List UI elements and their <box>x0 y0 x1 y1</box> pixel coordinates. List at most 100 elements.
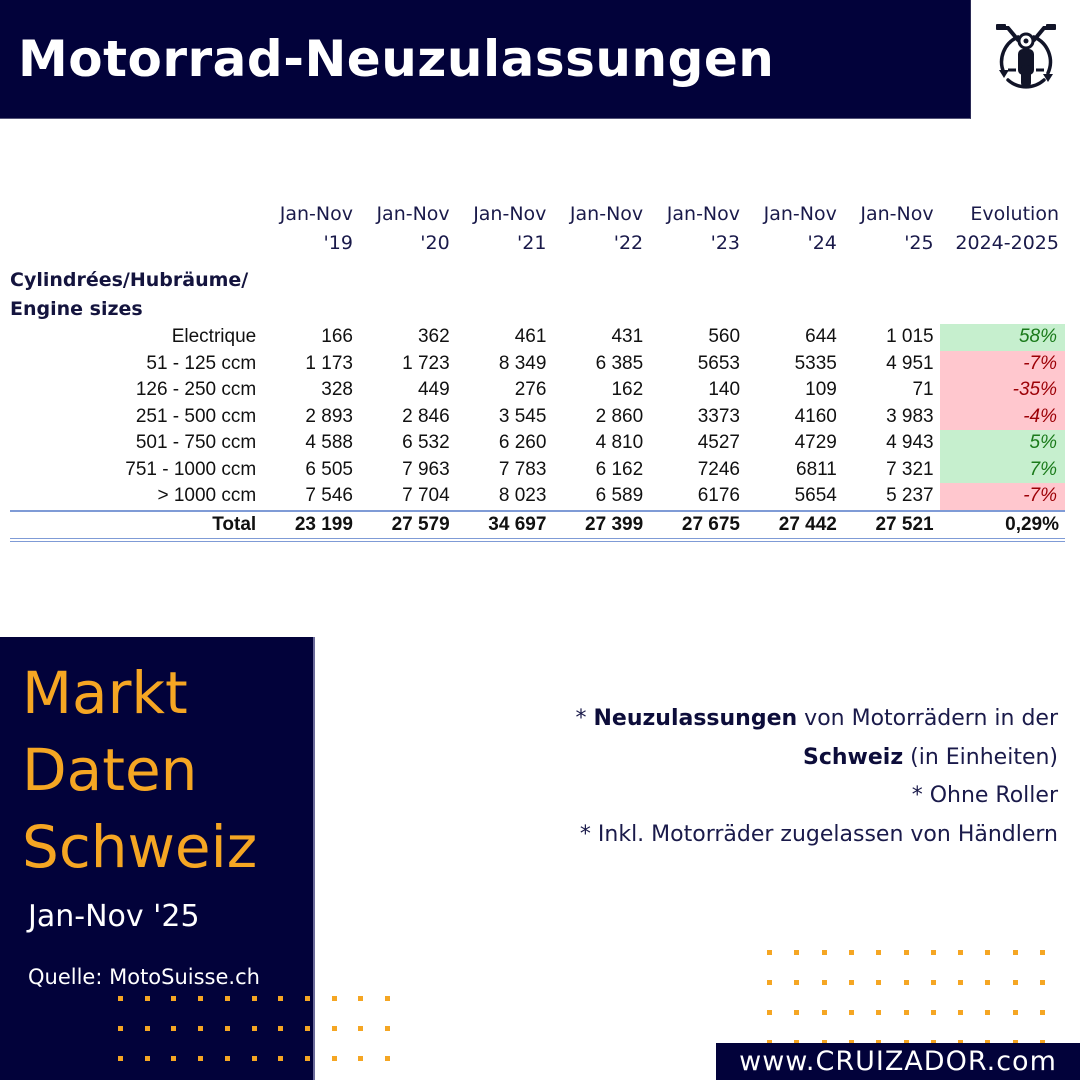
decorative-dot <box>985 1040 991 1045</box>
decorative-dot <box>304 996 310 1001</box>
decorative-dot <box>171 996 177 1001</box>
value-cell: 3 983 <box>886 405 934 427</box>
decorative-dot <box>958 1040 964 1045</box>
decorative-dot <box>821 1040 827 1045</box>
table-row: 251 - 500 ccm 2 893 2 846 3 545 2 860 3373 416… <box>10 403 1065 430</box>
column-header-line1: Jan-Nov <box>569 203 644 225</box>
decorative-dot <box>767 980 772 985</box>
value-cell: 2 893 <box>305 405 353 427</box>
value-cell: 6 505 <box>305 458 353 480</box>
table-row: 751 - 1000 ccm 6 505 7 963 7 783 6 162 7246 68… <box>10 456 1065 483</box>
total-value-cell: 27 579 <box>358 509 456 542</box>
value-cell: 4 810 <box>595 432 644 453</box>
column-header: Jan-Nov '25 <box>843 200 940 258</box>
value-cell: 7 783 <box>498 458 547 480</box>
decorative-dot <box>385 1056 390 1061</box>
table-row: 51 - 125 ccm 1 173 1 723 8 349 6 385 5653 5335… <box>10 350 1065 377</box>
evolution-cell: -7% <box>939 483 1065 511</box>
value-cell: 6811 <box>796 458 837 480</box>
decorative-dot <box>1040 950 1045 955</box>
decorative-dot <box>958 950 964 955</box>
side-title-line: Schweiz <box>22 813 258 881</box>
decorative-dot <box>171 1026 177 1031</box>
source-label: Quelle: MotoSuisse.ch <box>28 965 260 989</box>
value-cell: 8 349 <box>498 352 547 374</box>
decorative-dot <box>304 1026 310 1031</box>
decorative-dot <box>876 1040 882 1045</box>
decorative-dot <box>198 996 204 1001</box>
table-row: > 1000 ccm 7 546 7 704 8 023 6 589 6176 5654 5 … <box>10 483 1065 511</box>
decorative-dot <box>794 1010 800 1015</box>
column-header-line2: '25 <box>904 232 934 254</box>
decorative-dot <box>930 1040 936 1045</box>
registrations-table: Jan-Nov '19 Jan-Nov '20 Jan-Nov '21 Jan-Nov… <box>10 200 1065 542</box>
value-cell: 4 943 <box>886 432 934 453</box>
decorative-dot <box>794 950 800 955</box>
decorative-dot <box>821 1010 827 1015</box>
value-cell: 6 589 <box>595 485 644 506</box>
decorative-dot <box>794 980 800 985</box>
website-link[interactable]: www.CRUIZADOR.com <box>716 1043 1080 1080</box>
decorative-dot <box>331 1056 337 1061</box>
decorative-dot <box>930 950 936 955</box>
row-label: Electrique <box>171 326 257 347</box>
decorative-dot <box>767 1040 772 1045</box>
value-cell: 4729 <box>794 432 837 453</box>
value-cell: 328 <box>321 379 353 400</box>
decorative-dot <box>331 996 337 1001</box>
motorcycle-cycle-icon <box>996 24 1056 89</box>
total-value-cell: 27 442 <box>746 509 843 542</box>
total-value-cell: 27 675 <box>649 509 747 542</box>
value-cell: 461 <box>514 326 547 347</box>
decorative-dot <box>251 996 257 1001</box>
value-cell: 5 237 <box>886 485 934 506</box>
decorative-dot <box>876 980 882 985</box>
page-title: Motorrad-Neuzulassungen <box>18 30 775 88</box>
decorative-dot <box>118 1026 123 1031</box>
decorative-dot <box>794 1040 800 1045</box>
decorative-dot <box>958 980 964 985</box>
decorative-dot <box>767 1010 772 1015</box>
period-label: Jan-Nov '25 <box>28 899 200 934</box>
column-header-line1: Jan-Nov <box>763 203 837 225</box>
decorative-dot <box>958 1010 964 1015</box>
footnote-2: * Ohne Roller <box>911 783 1058 808</box>
value-cell: 7 546 <box>305 485 353 506</box>
column-header-line2: 2024-2025 <box>955 232 1059 254</box>
value-cell: 5335 <box>794 352 837 374</box>
decorative-dot <box>1040 1010 1045 1015</box>
value-cell: 162 <box>611 379 644 400</box>
column-header-line2: '22 <box>613 232 644 254</box>
decorative-dot <box>903 980 909 985</box>
value-cell: 1 015 <box>886 326 934 347</box>
table-row: 126 - 250 ccm 328 449 276 162 140 109 71 -35% <box>10 377 1065 404</box>
value-cell: 644 <box>805 326 837 347</box>
decorative-dot <box>198 1026 204 1031</box>
footnote-text: von Motorrädern in der <box>797 706 1058 731</box>
title-banner: Motorrad-Neuzulassungen <box>0 0 971 119</box>
evolution-cell: -7% <box>939 350 1065 377</box>
value-cell: 4 951 <box>886 352 934 374</box>
value-cell: 3 545 <box>498 405 547 427</box>
decorative-dot <box>251 1026 257 1031</box>
value-cell: 1 723 <box>402 352 450 374</box>
decorative-dot <box>985 950 991 955</box>
decorative-dot <box>848 1010 854 1015</box>
column-header-line1: Jan-Nov <box>279 203 353 225</box>
side-panel: Markt Daten Schweiz Jan-Nov '25 Quelle: … <box>0 637 315 1080</box>
value-cell: 449 <box>417 379 450 400</box>
footnote-bold: Schweiz <box>803 744 904 770</box>
decorative-dot <box>224 1056 230 1061</box>
value-cell: 6176 <box>697 485 741 506</box>
value-cell: 2 846 <box>402 405 450 427</box>
decorative-dot <box>385 1026 390 1031</box>
column-header-line2: '21 <box>517 232 547 254</box>
decorative-dot <box>821 950 827 955</box>
decorative-dot <box>876 950 882 955</box>
category-header: Cylindrées/Hubräume/Engine sizes <box>10 258 940 324</box>
footnote-bold: Neuzulassungen <box>593 706 798 731</box>
column-header-line1: Jan-Nov <box>860 203 934 225</box>
decorative-dot <box>224 996 230 1001</box>
value-cell: 5653 <box>697 352 741 374</box>
column-header: Jan-Nov '19 <box>262 200 359 258</box>
